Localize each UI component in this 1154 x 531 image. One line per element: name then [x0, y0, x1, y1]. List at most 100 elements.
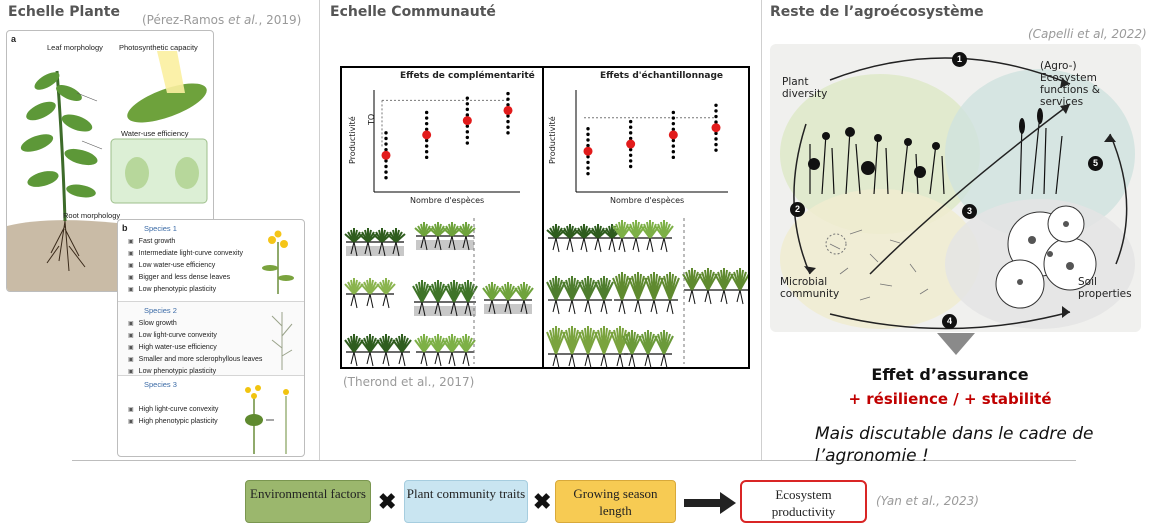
trait-item: Low phenotypic plasticity — [128, 366, 262, 378]
root-line — [462, 351, 467, 365]
root-line — [434, 235, 439, 249]
figure-panel-b: b Species 1 Fast growth Intermediate lig… — [117, 219, 305, 457]
sample-point — [628, 136, 633, 141]
sample-point — [671, 121, 676, 126]
sample-point — [586, 127, 590, 131]
sample-point — [714, 148, 718, 152]
panel-b-letter: b — [122, 223, 128, 233]
trait-item: Low light-curve convexity — [128, 330, 262, 342]
sample-point — [586, 132, 590, 137]
root-line — [465, 235, 470, 251]
plant-community-traits-label: Plant community traits — [406, 486, 526, 501]
leaf-morphology-label: Leaf morphology — [47, 43, 103, 52]
root-line — [398, 351, 403, 365]
root-line — [465, 351, 470, 367]
grass-blade — [523, 287, 534, 301]
root-line — [350, 293, 355, 307]
root-line — [634, 299, 639, 313]
sample-point — [424, 150, 429, 154]
root-line — [555, 299, 560, 315]
trait-item: Intermediate light-curve convexity — [128, 248, 243, 260]
species-1-block: Species 1 Fast growth Intermediate light… — [118, 220, 304, 302]
sample-point — [714, 120, 718, 124]
grass-blade — [401, 339, 412, 353]
grass-blade — [663, 225, 674, 239]
root-line — [628, 353, 633, 367]
community-figure: Effets de complémentarité Productivité N… — [340, 66, 750, 369]
trait-item: Fast growth — [128, 236, 243, 248]
root-line — [600, 299, 605, 313]
photosynthetic-capacity-label: Photosynthetic capacity — [119, 43, 198, 52]
grass-blade — [465, 227, 476, 237]
sample-point — [506, 119, 510, 124]
column-divider-1 — [319, 0, 320, 460]
community-illustrations — [344, 218, 748, 369]
species-3-title: Species 3 — [144, 380, 177, 389]
sample-point — [384, 170, 388, 174]
root-line — [597, 237, 602, 253]
ecosystem-services-label: (Agro-) Ecosystem functions & services — [1040, 60, 1100, 108]
trait-item: Low water-use efficiency — [128, 260, 243, 272]
root-line — [367, 241, 372, 257]
root-line — [453, 301, 458, 317]
root-line — [663, 353, 668, 369]
root-line — [552, 299, 557, 313]
sample-point — [586, 166, 590, 170]
root-line — [382, 351, 387, 365]
sample-point — [586, 160, 590, 165]
root-line — [707, 289, 712, 305]
species-3-traits: High light-curve convexity High phenotyp… — [128, 404, 219, 428]
cycle-step-2: 2 — [790, 202, 805, 217]
root-line — [635, 237, 640, 253]
panel-a-letter: a — [11, 34, 17, 44]
trait-item: Low phenotypic plasticity — [128, 284, 243, 296]
species-1-title: Species 1 — [144, 224, 177, 233]
sample-point — [586, 143, 590, 148]
root-line — [568, 299, 573, 313]
cycle-step-3: 3 — [962, 204, 977, 219]
sample-point — [465, 102, 470, 106]
ecosystem-productivity-box: Ecosystem productivity — [740, 480, 867, 523]
root-line — [647, 353, 652, 369]
soil-layer — [416, 240, 474, 250]
sample-point — [714, 103, 718, 107]
species-3-block: Species 3 High light-curve convexity Hig… — [118, 376, 304, 456]
grass-blade — [385, 283, 396, 295]
cycle-step-4: 4 — [942, 314, 957, 329]
sample-point — [506, 131, 510, 135]
mean-point — [626, 139, 636, 149]
grass-blade — [663, 335, 674, 355]
sample-point — [714, 114, 718, 119]
root-line — [520, 299, 525, 313]
growing-season-label: Growing season length — [573, 486, 658, 518]
plant-diversity-label: Plant diversity — [782, 76, 828, 100]
sample-point — [424, 144, 429, 148]
root-line — [366, 351, 371, 365]
col3-title: Reste de l’agroécosystème — [770, 4, 984, 20]
mean-point — [668, 130, 678, 140]
sample-point — [506, 91, 510, 96]
root-line — [555, 237, 560, 253]
root-line — [621, 237, 626, 253]
grass-blade — [395, 233, 406, 243]
col2-citation: (Therond et al., 2017) — [343, 375, 475, 389]
resilience-stabilite: + résilience / + stabilité — [848, 390, 1052, 408]
trait-item: Bigger and less dense leaves — [128, 272, 243, 284]
sample-point — [671, 155, 676, 160]
root-line — [600, 353, 605, 367]
root-line — [555, 353, 560, 369]
sample-point — [465, 107, 470, 112]
root-line — [434, 351, 439, 365]
root-line — [723, 289, 728, 305]
root-line — [566, 237, 571, 251]
y-axis-label-left: Productivité — [348, 116, 357, 164]
to-annotation: TO — [367, 113, 376, 125]
sample-point — [506, 103, 510, 107]
sample-point — [586, 171, 590, 176]
root-line — [420, 235, 425, 249]
growing-season-box: Growing season length — [555, 480, 676, 523]
root-line — [653, 299, 658, 315]
sample-point — [384, 159, 388, 163]
root-line — [571, 299, 576, 315]
root-line — [618, 237, 623, 251]
